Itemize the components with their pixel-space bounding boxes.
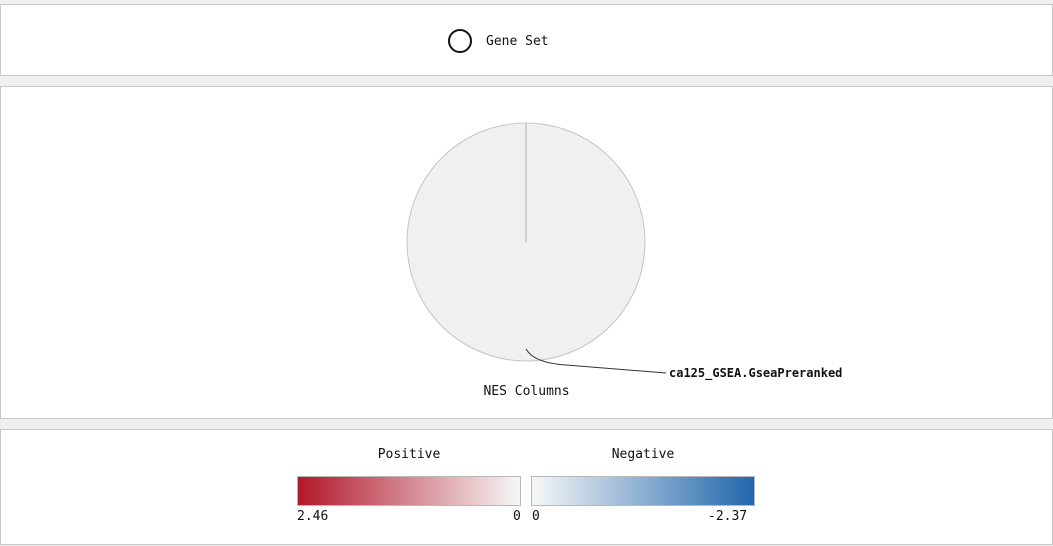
negative-gradient-bar [531,476,755,506]
chart-title: NES Columns [483,384,570,399]
pie-label-leader [525,348,667,374]
positive-legend-title: Positive [377,447,441,462]
color-legend-panel: Positive Negative 2.46 0 0 -2.37 [0,429,1053,545]
negative-legend-title: Negative [611,447,675,462]
positive-max-label: 2.46 [297,509,329,524]
positive-min-label: 0 [513,509,521,524]
ring-icon [448,29,472,53]
positive-gradient-bar [297,476,521,506]
gene-set-label: Gene Set [486,33,549,49]
negative-min-label: 0 [532,509,540,524]
gene-set-key: Gene Set [448,29,549,53]
pie-chart: ca125_GSEA.GseaPreranked [406,122,842,381]
gene-set-legend-panel: Gene Set [0,4,1053,76]
negative-max-label: -2.37 [708,509,748,524]
pie-chart-panel: ca125_GSEA.GseaPreranked NES Columns [0,86,1053,419]
pie-slice-label: ca125_GSEA.GseaPreranked [669,366,842,381]
